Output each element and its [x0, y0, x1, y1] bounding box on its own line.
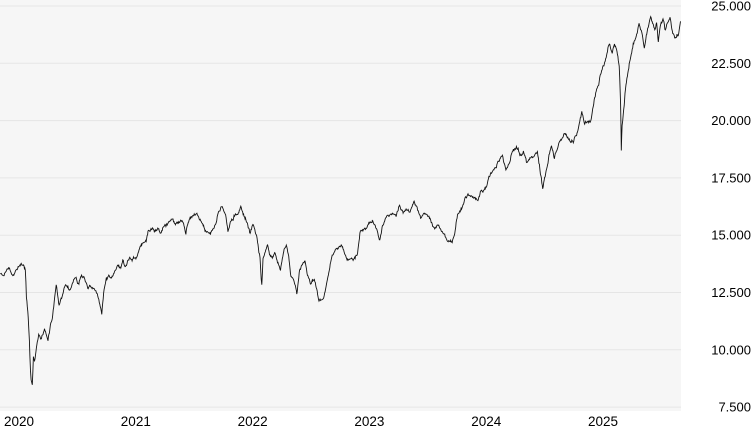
x-axis-label: 2020 — [4, 414, 34, 429]
gridlines — [0, 5, 681, 408]
y-axis-label: 12.500 — [711, 285, 751, 300]
y-axis-label: 25.000 — [711, 0, 751, 14]
y-axis-label: 22.500 — [711, 56, 751, 71]
x-axis-label: 2023 — [354, 414, 384, 429]
y-axis-label: 7.500 — [718, 400, 751, 415]
y-axis-label: 17.500 — [711, 170, 751, 185]
y-axis-labels: 25.000 22.500 20.000 17.500 15.000 12.500 10.0… — [711, 0, 751, 415]
x-axis-label: 2025 — [588, 414, 618, 429]
y-axis-label: 15.000 — [711, 228, 751, 243]
price-series — [0, 15, 681, 385]
x-axis-labels: 2020 2021 2022 2023 2024 2025 — [4, 414, 618, 429]
x-axis-label: 2021 — [121, 414, 151, 429]
x-axis-label: 2022 — [238, 414, 268, 429]
y-axis-label: 10.000 — [711, 342, 751, 357]
price-line — [0, 15, 681, 385]
x-axis-label: 2024 — [471, 414, 502, 429]
y-axis-label: 20.000 — [711, 113, 751, 128]
plot-area[interactable] — [0, 0, 681, 411]
